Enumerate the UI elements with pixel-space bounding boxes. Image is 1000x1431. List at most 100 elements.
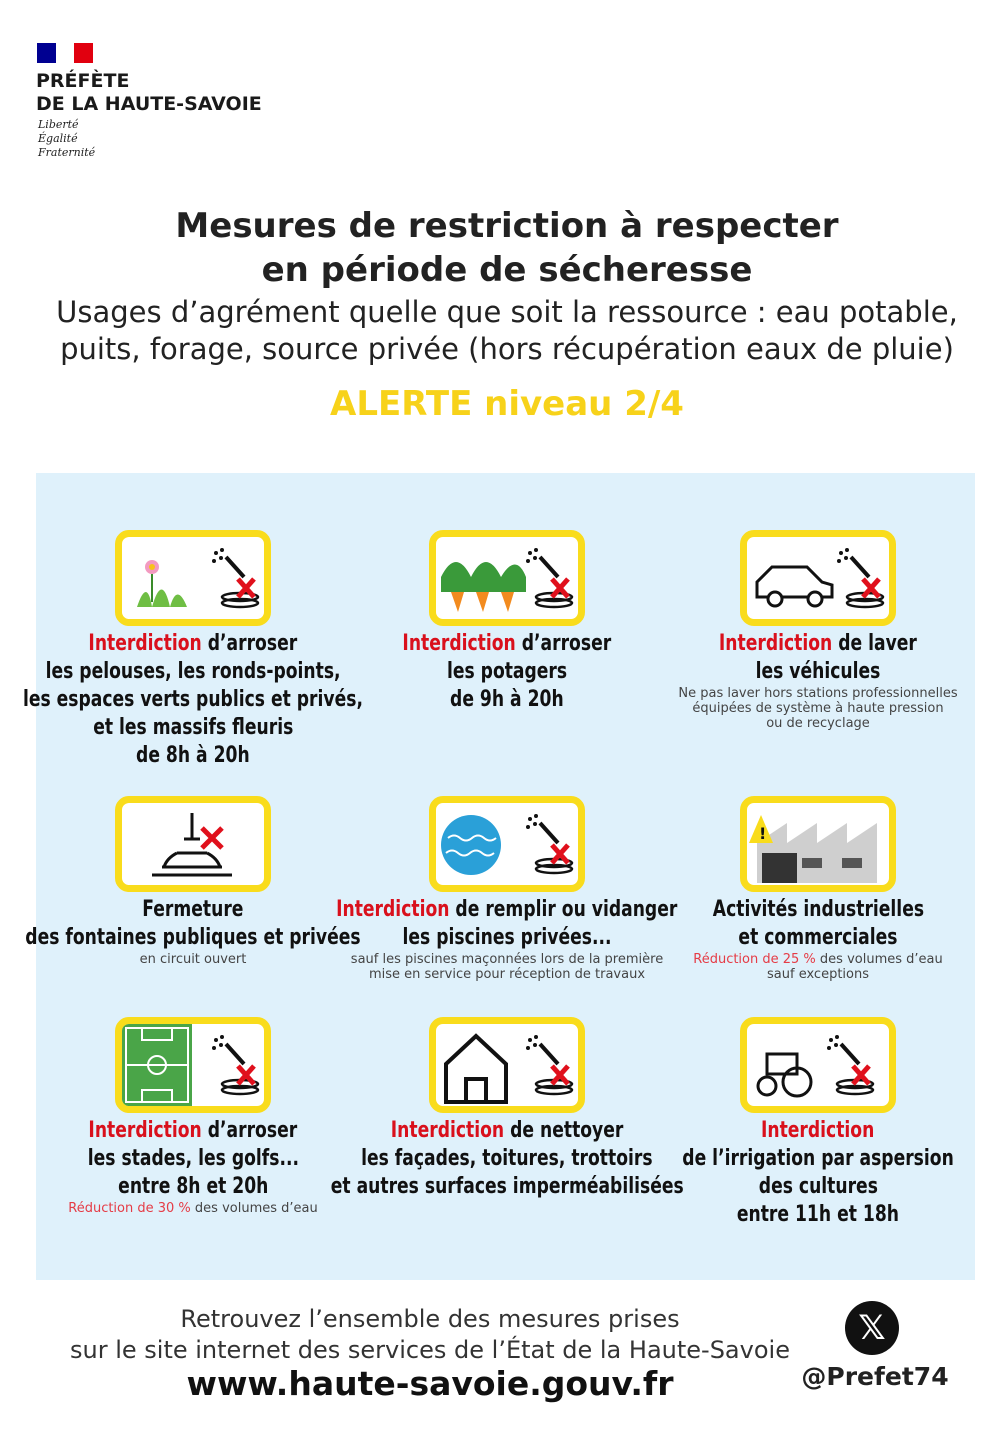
measure-heading-text: Interdiction d’arroser (403, 630, 612, 658)
interdiction-label: Interdiction (88, 1118, 202, 1143)
interdiction-label: Interdiction (719, 631, 833, 656)
house-hose-icon (429, 1017, 585, 1113)
car-hose-icon (740, 530, 896, 626)
reduction-note: Réduction de 30 % des volumes d’eau (33, 1201, 353, 1216)
measure-line-text: Fermeture (142, 897, 244, 922)
measure-line-text: et autres surfaces imperméabilisées (330, 1174, 684, 1199)
x-logo-icon[interactable]: 𝕏 (845, 1301, 899, 1355)
measure-heading: Interdiction (658, 1117, 978, 1145)
interdiction-label: Interdiction (761, 1118, 875, 1143)
measure-text: Activités industrielles et commerciales Ré… (658, 896, 978, 982)
website-link[interactable]: www.haute-savoie.gouv.fr (186, 1364, 674, 1403)
measure-card: Interdiction de l’irrigation par aspersio… (658, 1017, 978, 1229)
subtitle-line2: puits, forage, source privée (hors récup… (60, 332, 954, 366)
measure-text: Fermeture des fontaines publiques et priv… (25, 896, 360, 967)
measure-line: les stades, les golfs... (33, 1145, 353, 1173)
measure-line-text: et commerciales (738, 925, 898, 950)
alert-level: ALERTE niveau 2/4 (330, 384, 684, 424)
measure-heading-text: Interdiction d’arroser (89, 1117, 298, 1145)
measure-card: Interdiction d’arroser les pelouses, les … (23, 530, 363, 770)
measure-line-text: de 9h à 20h (450, 687, 564, 712)
measure-note: ou de recyclage (766, 716, 870, 731)
interdiction-label: Interdiction (336, 897, 450, 922)
republic-flag-logo (37, 43, 94, 63)
measure-line-text: entre 11h et 18h (736, 1202, 900, 1227)
logo-line1: PRÉFÈTE (36, 70, 130, 92)
reduction-text: des volumes d’eau (815, 952, 943, 967)
measure-note: mise en service pour réception de travau… (368, 967, 646, 982)
factory-warning-icon: ! (740, 796, 896, 892)
page-title-line2: en période de sécheresse (261, 250, 753, 290)
measure-line: entre 8h et 20h (33, 1173, 353, 1201)
measure-heading: Interdiction d’arroser (347, 630, 667, 658)
interdiction-label: Interdiction (88, 631, 202, 656)
measure-line: Fermeture (33, 896, 353, 924)
measure-text: Interdiction de nettoyer les façades, toi… (331, 1117, 684, 1201)
measure-card: Interdiction d’arroser les potagers de 9h … (347, 530, 667, 714)
measure-heading-text: Interdiction de remplir ou vidanger (336, 896, 677, 924)
measure-action: de remplir ou vidanger (449, 897, 678, 922)
measure-action: d’arroser (201, 1118, 298, 1143)
reduction-percent: Réduction de 25 % (693, 952, 816, 967)
measure-line-text: les piscines privées... (402, 925, 612, 950)
measure-heading: Interdiction d’arroser (33, 630, 353, 658)
measure-heading: Interdiction de remplir ou vidanger (336, 896, 677, 924)
measure-note: sauf exceptions (767, 967, 869, 982)
stadium-hose-icon (115, 1017, 271, 1113)
prefecture-name: PRÉFÈTE DE LA HAUTE-SAVOIE (36, 70, 262, 116)
flowers-hose-icon (115, 530, 271, 626)
tractor-hose-icon (740, 1017, 896, 1113)
measure-action: d’arroser (515, 631, 612, 656)
measure-line-text: et les massifs fleuris (92, 715, 294, 740)
motto: Liberté Égalité Fraternité (38, 118, 95, 160)
measure-line-text: les façades, toitures, trottoirs (361, 1146, 653, 1171)
measure-card: Interdiction de remplir ou vidanger les p… (336, 796, 678, 982)
measure-card: ! Activités industrielles et commerciales R… (658, 796, 978, 982)
measure-line-text: les pelouses, les ronds-points, (45, 659, 341, 684)
measure-action: de nettoyer (504, 1118, 624, 1143)
subtitle-line1: Usages d’agrément quelle que soit la res… (56, 295, 958, 329)
measure-line: et les massifs fleuris (33, 714, 353, 742)
page-title-line1: Mesures de restriction à respecter (175, 206, 839, 246)
measure-heading-text: Interdiction de nettoyer (391, 1117, 624, 1145)
footer-text: Retrouvez l’ensemble des mesures prises s… (0, 1304, 860, 1366)
measure-line: les espaces verts publics et privés, (23, 686, 363, 714)
measure-line-text: de l’irrigation par aspersion (682, 1146, 954, 1171)
measure-line: les façades, toitures, trottoirs (347, 1145, 667, 1173)
motto-fraternite: Fraternité (38, 146, 96, 159)
measure-line: de l’irrigation par aspersion (658, 1145, 978, 1173)
measure-line-text: les véhicules (755, 659, 881, 684)
measure-text: Interdiction d’arroser les pelouses, les … (23, 630, 363, 770)
measure-card: Interdiction de nettoyer les façades, toi… (331, 1017, 684, 1201)
measure-action: de laver (832, 631, 917, 656)
measure-note: équipées de système à haute pression (692, 701, 944, 716)
measure-line: les potagers (347, 658, 667, 686)
measure-line: de 9h à 20h (347, 686, 667, 714)
measure-heading-text: Interdiction d’arroser (89, 630, 298, 658)
measure-line: de 8h à 20h (33, 742, 353, 770)
measure-text: Interdiction d’arroser les stades, les go… (33, 1117, 353, 1216)
measure-heading: Interdiction de laver (658, 630, 978, 658)
pool-hose-icon (429, 796, 585, 892)
measure-line-text: les espaces verts publics et privés, (22, 687, 364, 712)
measure-text: Interdiction de remplir ou vidanger les p… (336, 896, 677, 982)
measure-line-text: de 8h à 20h (136, 743, 250, 768)
measure-text: Interdiction d’arroser les potagers de 9h … (347, 630, 667, 714)
motto-liberte: Liberté (38, 118, 79, 131)
measure-note: Ne pas laver hors stations professionnel… (678, 686, 958, 701)
social-handle[interactable]: @Prefet74 (801, 1362, 949, 1391)
measure-text: Interdiction de l’irrigation par aspersio… (658, 1117, 978, 1229)
fountain-icon (115, 796, 271, 892)
measure-card: Interdiction de laver les véhicules Ne pas… (658, 530, 978, 731)
measure-line-text: les stades, les golfs... (87, 1146, 299, 1171)
motto-egalite: Égalité (38, 132, 78, 145)
footer-line2: sur le site internet des services de l’É… (70, 1336, 790, 1364)
measure-heading: Interdiction d’arroser (33, 1117, 353, 1145)
reduction-percent: Réduction de 30 % (68, 1201, 191, 1216)
measure-line-text: Activités industrielles (712, 897, 924, 922)
measure-line: des cultures (658, 1173, 978, 1201)
measure-line: les véhicules (658, 658, 978, 686)
interdiction-label: Interdiction (402, 631, 516, 656)
measure-action: d’arroser (201, 631, 298, 656)
measure-line-text: des fontaines publiques et privées (25, 925, 361, 950)
